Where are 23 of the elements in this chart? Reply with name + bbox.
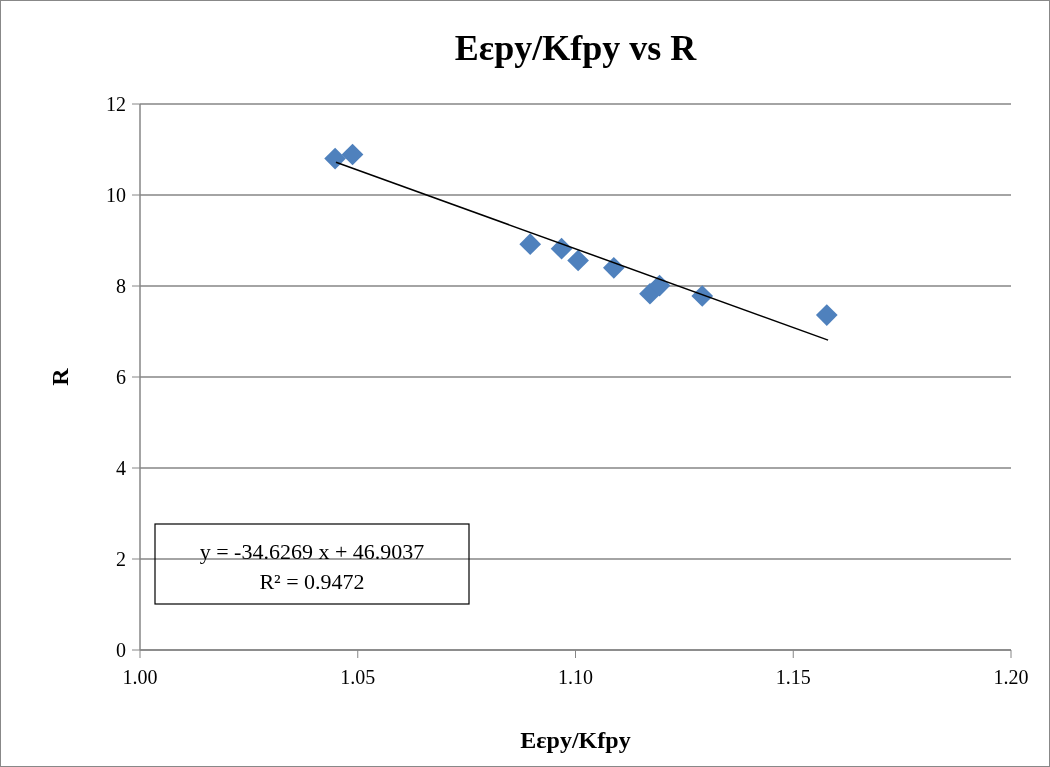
x-tick-label: 1.00 bbox=[122, 666, 158, 688]
y-tick-label: 6 bbox=[116, 366, 126, 388]
y-tick-label: 2 bbox=[116, 548, 126, 570]
point bbox=[550, 237, 573, 260]
annotation: R² = 0.9472 bbox=[259, 569, 365, 594]
point bbox=[324, 147, 346, 170]
y-tick-label: 12 bbox=[106, 93, 126, 115]
y-axis-title: R bbox=[47, 367, 73, 386]
x-axis-title: Eεpy/Kfpy bbox=[520, 727, 631, 753]
x-tick-label: 1.05 bbox=[340, 666, 376, 688]
point bbox=[341, 143, 364, 166]
x-tick-label: 1.10 bbox=[558, 666, 593, 688]
chart-title: Eεpy/Kfpy vs R bbox=[454, 28, 698, 68]
y-tick-label: 4 bbox=[116, 457, 126, 479]
annotation: y = -34.6269 x + 46.9037 bbox=[199, 539, 425, 564]
x-tick-label: 1.15 bbox=[775, 666, 811, 688]
y-tick-label: 0 bbox=[116, 639, 126, 661]
y-tick-label: 10 bbox=[106, 184, 126, 206]
x-tick-label: 1.20 bbox=[993, 666, 1029, 688]
point bbox=[567, 249, 589, 272]
y-tick-label: 8 bbox=[116, 275, 126, 297]
point bbox=[519, 233, 542, 255]
point bbox=[815, 304, 838, 326]
